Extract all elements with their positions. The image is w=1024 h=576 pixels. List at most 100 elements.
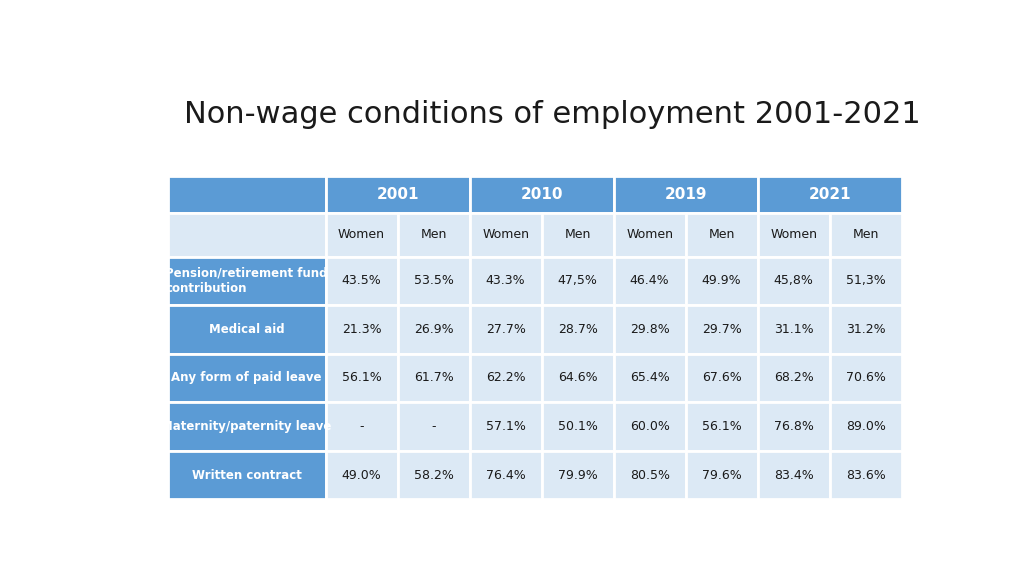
Bar [829, 451, 902, 499]
Text: 27.7%: 27.7% [485, 323, 525, 336]
Text: Women: Women [770, 228, 817, 241]
Text: 76.4%: 76.4% [485, 468, 525, 482]
Bar [168, 451, 326, 499]
Bar [470, 354, 542, 402]
Text: 68.2%: 68.2% [774, 372, 814, 384]
Text: 49.0%: 49.0% [342, 468, 381, 482]
Bar [686, 354, 758, 402]
Bar [758, 256, 829, 305]
Bar [470, 402, 542, 451]
Bar [397, 402, 470, 451]
Bar [542, 451, 613, 499]
Text: Men: Men [564, 228, 591, 241]
Text: 64.6%: 64.6% [558, 372, 597, 384]
Text: -: - [359, 420, 364, 433]
Bar [829, 354, 902, 402]
Bar [829, 402, 902, 451]
Text: 31.1%: 31.1% [774, 323, 813, 336]
Bar [470, 213, 542, 256]
Text: 46.4%: 46.4% [630, 274, 670, 287]
Text: 79.6%: 79.6% [701, 468, 741, 482]
Bar [613, 402, 686, 451]
Bar [470, 256, 542, 305]
Bar [758, 213, 829, 256]
Text: Women: Women [482, 228, 529, 241]
Text: 65.4%: 65.4% [630, 372, 670, 384]
Text: 61.7%: 61.7% [414, 372, 454, 384]
Text: 58.2%: 58.2% [414, 468, 454, 482]
Bar [168, 402, 326, 451]
Bar [168, 354, 326, 402]
Text: 31.2%: 31.2% [846, 323, 886, 336]
Text: 2021: 2021 [808, 187, 851, 202]
Bar [613, 213, 686, 256]
Bar [326, 354, 397, 402]
Text: 80.5%: 80.5% [630, 468, 670, 482]
Bar [542, 354, 613, 402]
Text: 60.0%: 60.0% [630, 420, 670, 433]
Text: 76.8%: 76.8% [774, 420, 814, 433]
Bar [686, 451, 758, 499]
Bar [168, 305, 326, 354]
Bar [397, 305, 470, 354]
Text: 21.3%: 21.3% [342, 323, 381, 336]
Text: 45,8%: 45,8% [774, 274, 814, 287]
Bar [542, 213, 613, 256]
Bar [168, 176, 326, 213]
Bar [542, 402, 613, 451]
Text: Women: Women [338, 228, 385, 241]
Text: 29.8%: 29.8% [630, 323, 670, 336]
Bar [326, 402, 397, 451]
Text: Women: Women [626, 228, 673, 241]
Bar [613, 256, 686, 305]
Bar [613, 354, 686, 402]
Text: Non-wage conditions of employment 2001-2021: Non-wage conditions of employment 2001-2… [183, 100, 921, 129]
Bar [326, 176, 470, 213]
Text: 2001: 2001 [376, 187, 419, 202]
Bar [758, 176, 902, 213]
Text: 28.7%: 28.7% [558, 323, 598, 336]
Bar [829, 256, 902, 305]
Bar [326, 256, 397, 305]
Text: Medical aid: Medical aid [209, 323, 285, 336]
Bar [758, 305, 829, 354]
Text: 53.5%: 53.5% [414, 274, 454, 287]
Text: 79.9%: 79.9% [558, 468, 597, 482]
Bar [168, 213, 326, 256]
Text: 49.9%: 49.9% [701, 274, 741, 287]
Text: 70.6%: 70.6% [846, 372, 886, 384]
Bar [470, 451, 542, 499]
Bar [686, 256, 758, 305]
Bar [397, 256, 470, 305]
Bar [613, 305, 686, 354]
Bar [326, 451, 397, 499]
Bar [829, 213, 902, 256]
Bar [397, 451, 470, 499]
Text: 67.6%: 67.6% [701, 372, 741, 384]
Bar [686, 213, 758, 256]
Text: 50.1%: 50.1% [558, 420, 598, 433]
Text: Any form of paid leave: Any form of paid leave [171, 372, 322, 384]
Bar [326, 305, 397, 354]
Text: 47,5%: 47,5% [558, 274, 598, 287]
Text: Men: Men [853, 228, 879, 241]
Bar [397, 213, 470, 256]
Text: 83.6%: 83.6% [846, 468, 886, 482]
Text: Men: Men [709, 228, 735, 241]
Text: 56.1%: 56.1% [342, 372, 381, 384]
Text: 43.5%: 43.5% [342, 274, 381, 287]
Bar [470, 176, 613, 213]
Bar [542, 256, 613, 305]
Bar [758, 451, 829, 499]
Bar [542, 305, 613, 354]
Text: Maternity/paternity leave: Maternity/paternity leave [162, 420, 332, 433]
Bar [758, 402, 829, 451]
Bar [168, 256, 326, 305]
Bar [829, 305, 902, 354]
Text: 26.9%: 26.9% [414, 323, 454, 336]
Bar [686, 402, 758, 451]
Text: 2010: 2010 [520, 187, 563, 202]
Text: Pension/retirement fund
contribution: Pension/retirement fund contribution [165, 267, 328, 295]
Text: 2019: 2019 [665, 187, 707, 202]
Text: 29.7%: 29.7% [701, 323, 741, 336]
